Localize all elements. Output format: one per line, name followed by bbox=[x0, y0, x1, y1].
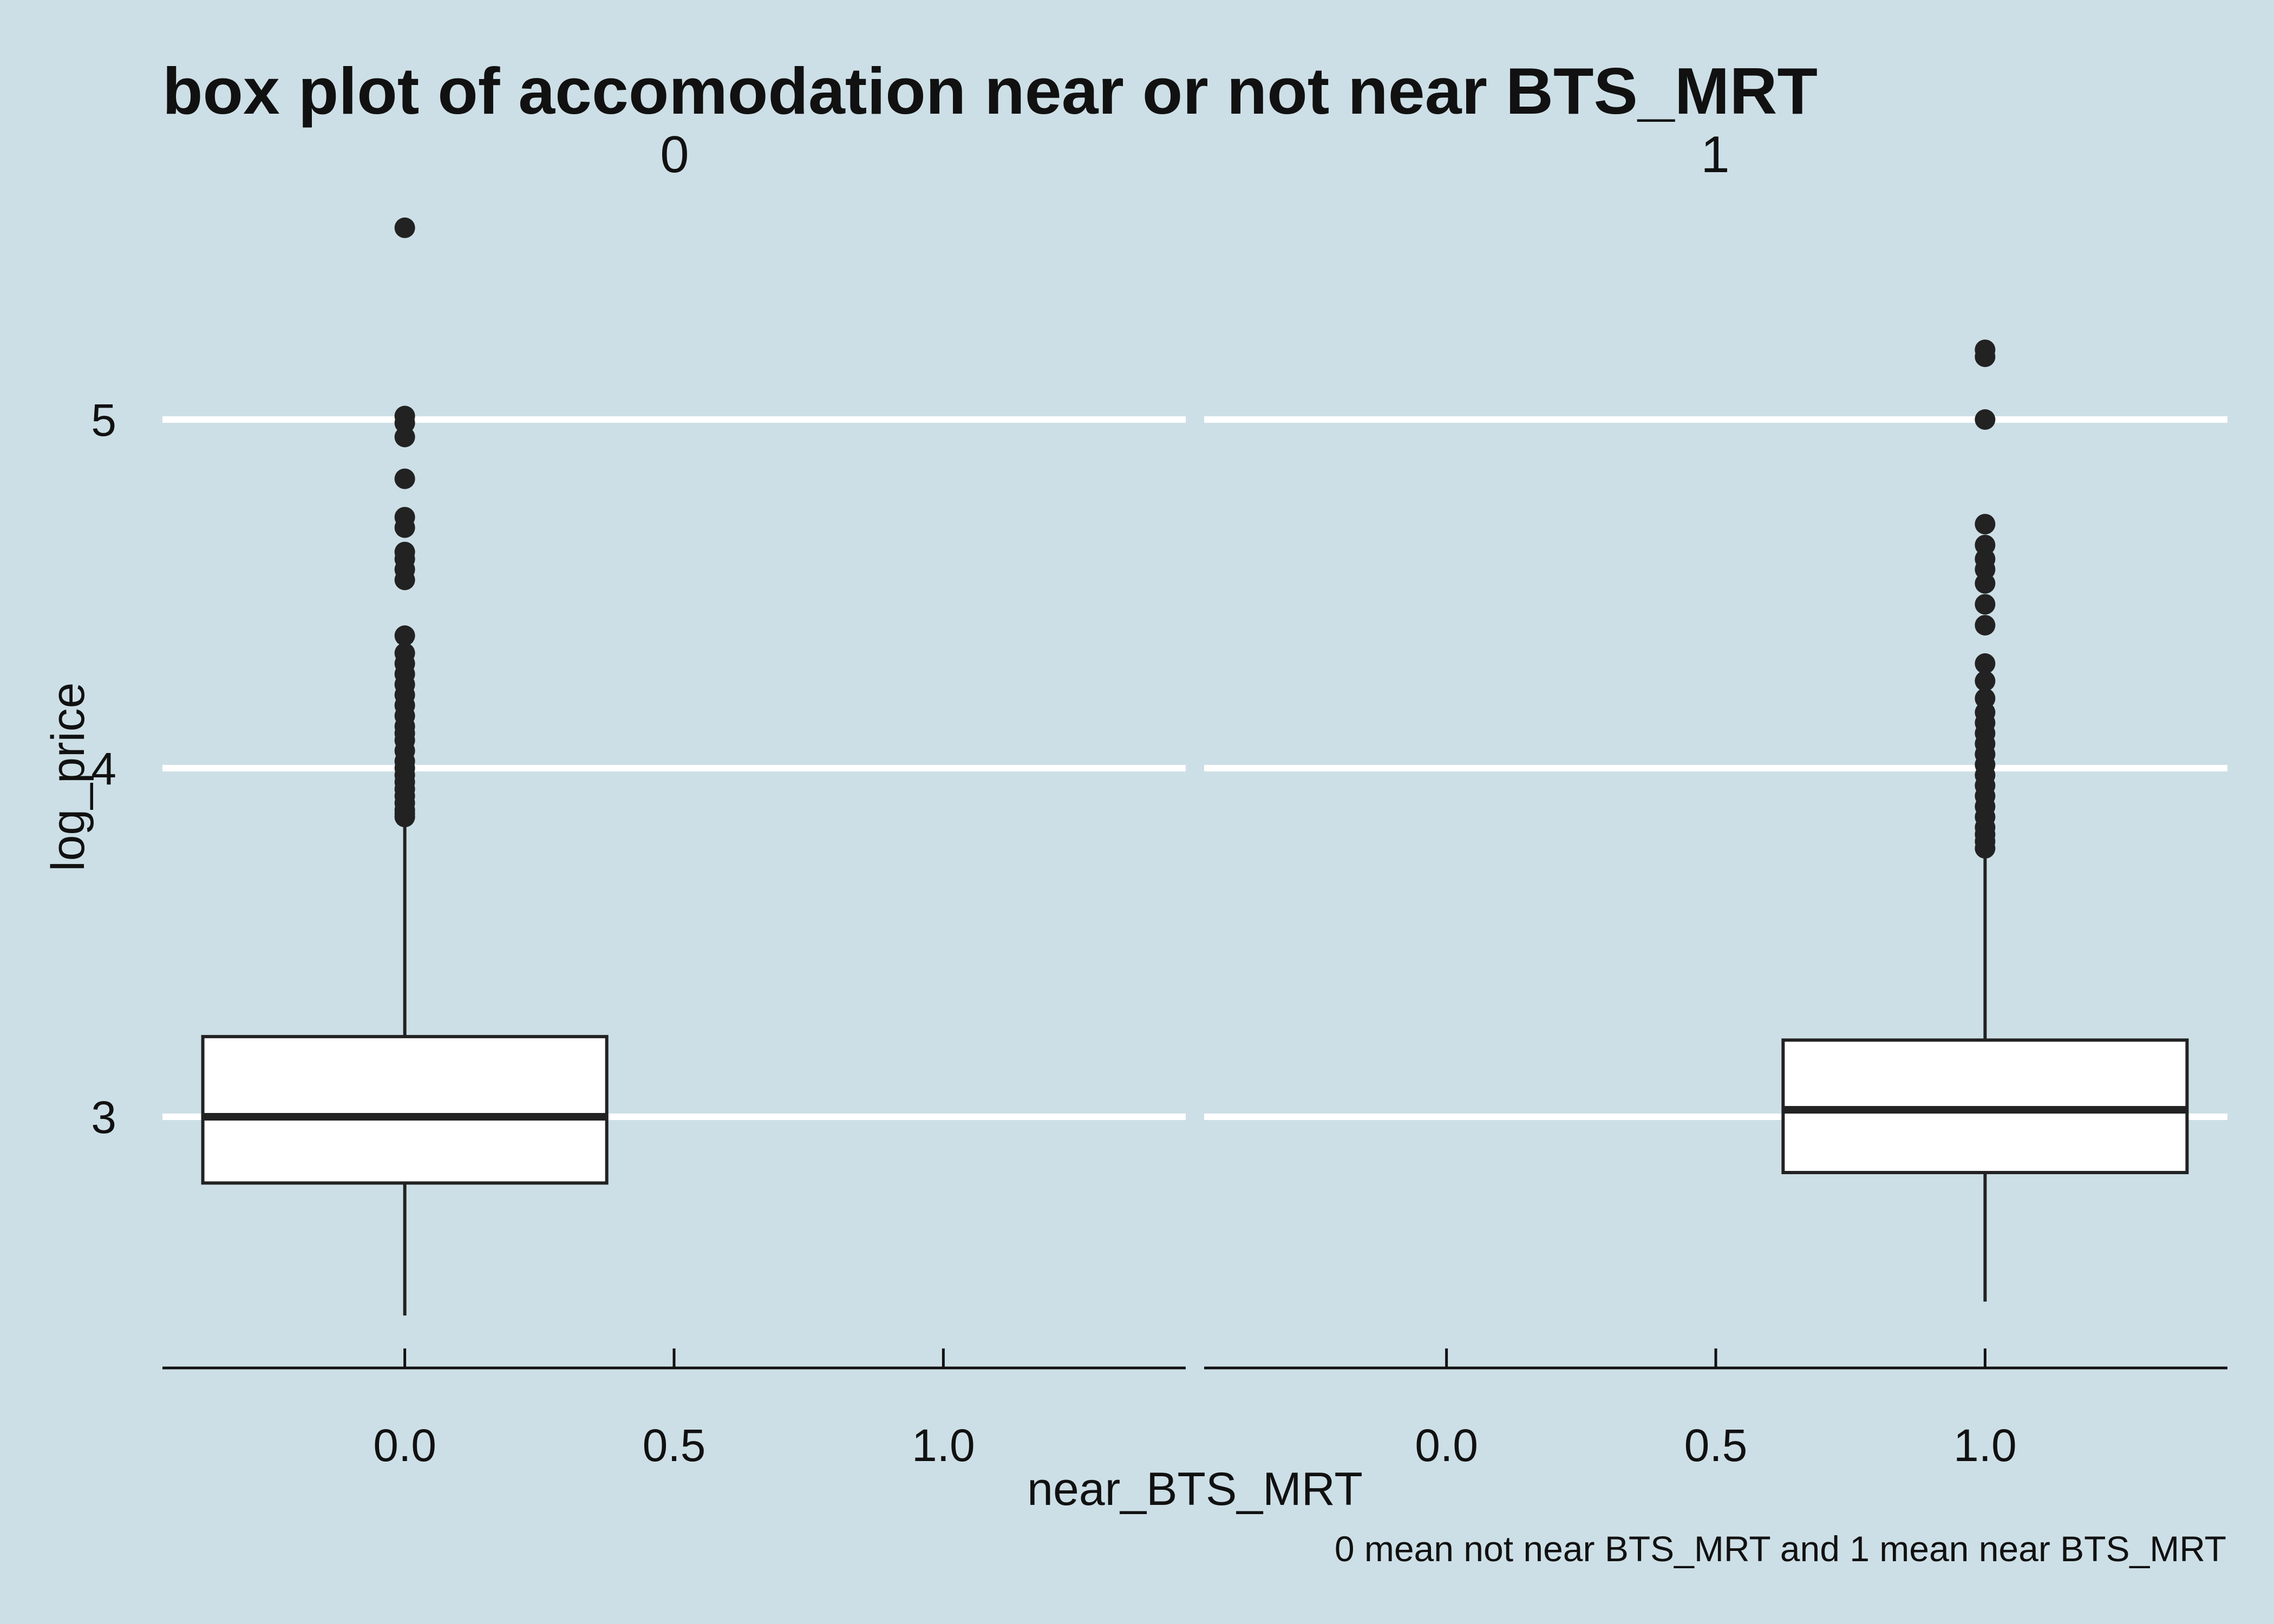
outlier-point bbox=[394, 468, 415, 489]
outlier-point bbox=[1975, 614, 1996, 636]
outlier-point bbox=[394, 217, 415, 238]
iqr-box bbox=[201, 1034, 609, 1185]
y-tick-label-4: 4 bbox=[91, 743, 116, 794]
x-tick-label-0.0: 0.0 bbox=[1415, 1420, 1478, 1471]
chart-caption: 0 mean not near BTS_MRT and 1 mean near … bbox=[1335, 1529, 2226, 1569]
x-tick-label-0.5: 0.5 bbox=[643, 1420, 706, 1471]
facet-panel-0: 0.0 0.5 1.0 bbox=[162, 217, 1186, 1471]
outlier-point bbox=[1975, 688, 1996, 709]
x-tick-label-0.5: 0.5 bbox=[1684, 1420, 1748, 1471]
outlier-point bbox=[1975, 514, 1996, 535]
facet-strip-label-1: 1 bbox=[1701, 126, 1729, 184]
outlier-point bbox=[394, 541, 415, 562]
outlier-point bbox=[394, 405, 415, 427]
y-axis: 3 4 5 bbox=[91, 395, 116, 1143]
facet-panel-1: 0.0 0.5 1.0 bbox=[1204, 339, 2227, 1471]
y-axis-title: log_price bbox=[42, 683, 94, 872]
outlier-point bbox=[394, 507, 415, 528]
x-tick-label-1.0: 1.0 bbox=[912, 1420, 975, 1471]
x-tick-label-0.0: 0.0 bbox=[373, 1420, 436, 1471]
y-tick-label-5: 5 bbox=[91, 395, 116, 446]
outlier-point bbox=[1975, 534, 1996, 555]
outlier-point bbox=[1975, 339, 1996, 361]
x-tick-label-1.0: 1.0 bbox=[1953, 1420, 2017, 1471]
outlier-point bbox=[1975, 653, 1996, 674]
outlier-point bbox=[1975, 409, 1996, 430]
outlier-point bbox=[394, 625, 415, 646]
chart-title: box plot of accomodation near or not nea… bbox=[162, 54, 1818, 128]
facet-strip-label-0: 0 bbox=[660, 126, 689, 184]
y-tick-label-3: 3 bbox=[91, 1092, 116, 1143]
outlier-point bbox=[1975, 594, 1996, 615]
x-axis-title: near_BTS_MRT bbox=[1027, 1463, 1363, 1515]
outlier-point bbox=[394, 643, 415, 664]
outlier-point bbox=[1975, 671, 1996, 691]
